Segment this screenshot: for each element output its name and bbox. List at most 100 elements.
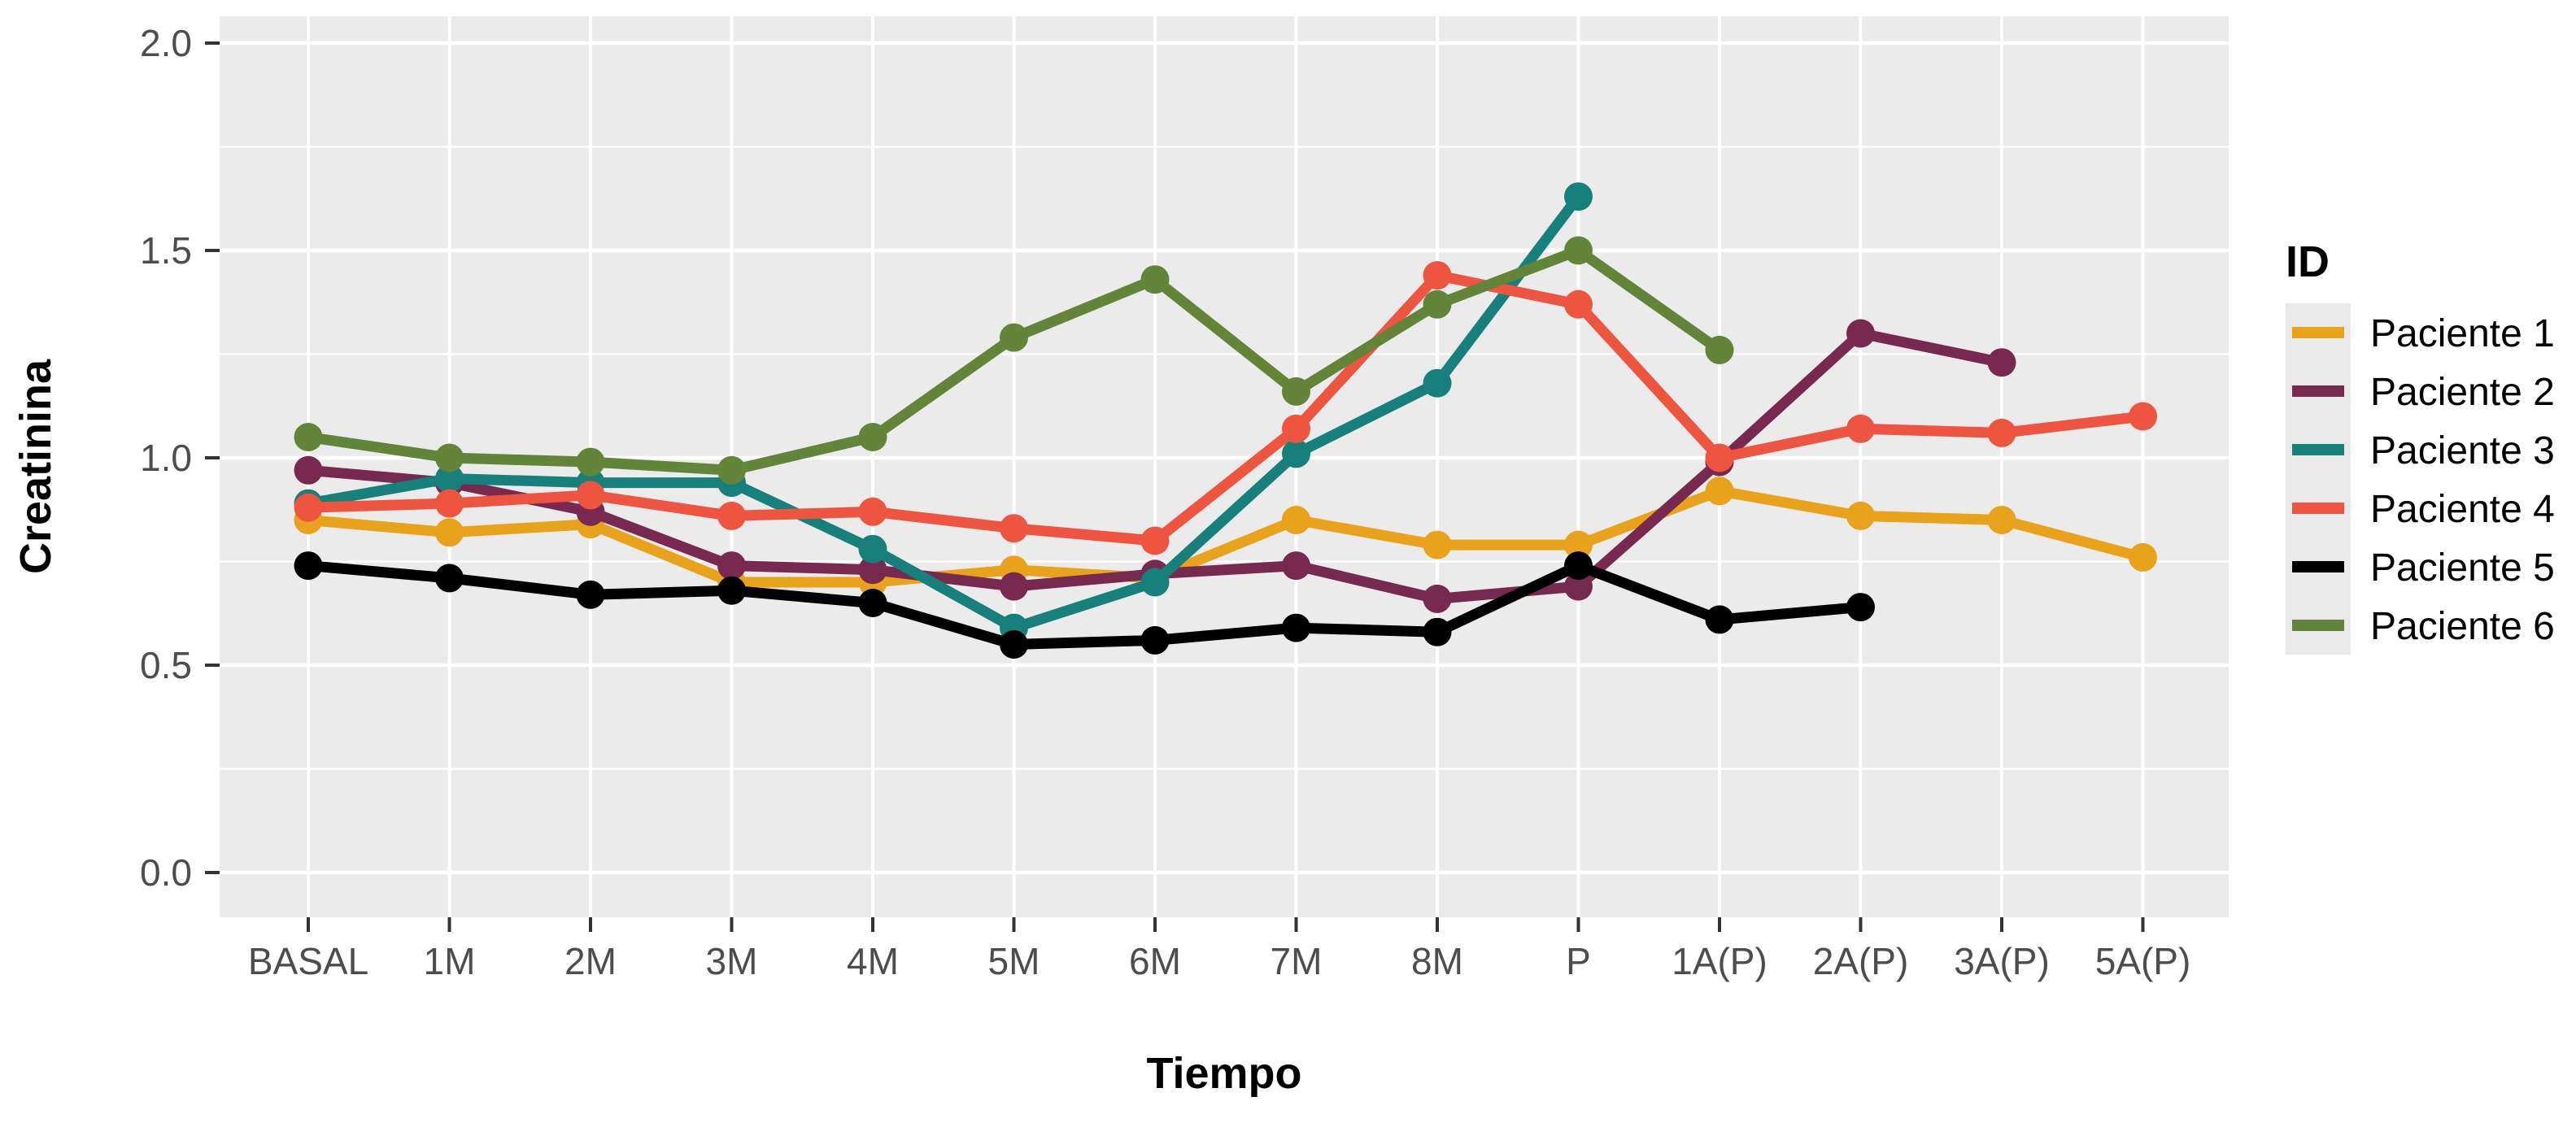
x-tick-label: 4M xyxy=(847,940,899,982)
data-point xyxy=(717,576,746,605)
legend-swatch xyxy=(2292,503,2344,514)
data-point xyxy=(1705,335,1734,364)
legend-entry-label: Paciente 1 xyxy=(2370,312,2555,355)
data-point xyxy=(1282,613,1310,642)
legend-entry-label: Paciente 6 xyxy=(2370,605,2555,648)
series-paciente-6 xyxy=(294,236,1734,485)
y-tick-label: 2.0 xyxy=(140,22,192,64)
data-point xyxy=(858,497,887,526)
data-point xyxy=(576,580,605,609)
x-axis-title: Tiempo xyxy=(1146,1049,1301,1098)
data-point xyxy=(435,564,464,593)
data-point xyxy=(1705,443,1734,472)
data-point xyxy=(717,455,746,485)
legend-title: ID xyxy=(2286,237,2330,286)
gridlines-minor xyxy=(220,146,2229,770)
series-paciente-5 xyxy=(294,551,1875,659)
data-point xyxy=(1987,348,2016,377)
data-point xyxy=(1846,593,1875,622)
data-point xyxy=(1282,439,1310,468)
data-point xyxy=(1564,289,1593,319)
data-point xyxy=(435,464,464,493)
data-point xyxy=(1423,289,1452,319)
x-tick-label: 8M xyxy=(1411,940,1463,982)
axis-ticks xyxy=(205,41,2145,932)
data-point xyxy=(1000,572,1028,601)
series-line xyxy=(303,270,2148,546)
legend-entry-paciente-1: Paciente 1 xyxy=(2286,303,2555,362)
data-point xyxy=(1846,501,1875,530)
data-point xyxy=(1000,514,1028,543)
data-point xyxy=(1140,568,1170,597)
data-point xyxy=(1000,630,1028,659)
legend-entry-label: Paciente 2 xyxy=(2370,371,2555,414)
data-point xyxy=(2129,402,2157,431)
series-line xyxy=(303,560,1866,650)
data-point xyxy=(1987,418,2016,447)
data-point xyxy=(2129,542,2157,572)
data-point xyxy=(435,518,464,547)
legend-entry-paciente-4: Paciente 4 xyxy=(2286,479,2555,538)
data-series xyxy=(294,182,2157,659)
x-tick-label: BASAL xyxy=(248,940,368,982)
data-point xyxy=(1987,506,2016,534)
data-point xyxy=(1140,625,1170,655)
data-point xyxy=(294,455,323,485)
legend-swatch xyxy=(2292,327,2344,338)
data-point xyxy=(858,555,887,585)
y-tick-label: 0.0 xyxy=(140,851,192,894)
data-point xyxy=(1564,530,1593,559)
legend-swatch xyxy=(2292,620,2344,631)
data-point xyxy=(1423,584,1452,613)
x-tick-label: 1A(P) xyxy=(1672,940,1767,982)
data-point xyxy=(858,589,887,617)
data-point xyxy=(858,423,887,451)
series-line xyxy=(303,191,1584,633)
data-point xyxy=(294,493,323,522)
y-tick-label: 0.5 xyxy=(140,644,192,686)
series-paciente-4 xyxy=(294,261,2157,555)
legend-entry-paciente-3: Paciente 3 xyxy=(2286,420,2555,479)
legend-swatch xyxy=(2292,444,2344,455)
data-point xyxy=(1000,323,1028,352)
data-point xyxy=(1423,530,1452,559)
data-point xyxy=(1423,261,1452,290)
y-axis-title: Creatinina xyxy=(11,359,60,574)
data-point xyxy=(717,551,746,581)
legend-entry-label: Paciente 4 xyxy=(2370,488,2555,531)
data-point xyxy=(858,534,887,564)
x-tick-label: 5A(P) xyxy=(2095,940,2191,982)
data-point xyxy=(1140,265,1170,294)
y-tick-label: 1.5 xyxy=(140,229,192,272)
legend-entry-label: Paciente 5 xyxy=(2370,546,2555,590)
data-point xyxy=(1140,526,1170,555)
plot-panel xyxy=(220,16,2229,917)
x-tick-label: 7M xyxy=(1271,940,1323,982)
data-point xyxy=(1705,605,1734,634)
data-point xyxy=(1423,368,1452,398)
x-tick-label: 6M xyxy=(1129,940,1181,982)
x-tick-label: 3M xyxy=(706,940,758,982)
data-point xyxy=(1282,414,1310,443)
series-line xyxy=(303,485,2148,588)
data-point xyxy=(1564,182,1593,211)
data-point xyxy=(1282,377,1310,406)
data-point xyxy=(1564,236,1593,265)
x-tick-label: 2M xyxy=(564,940,617,982)
data-point xyxy=(576,447,605,477)
x-tick-label: 3A(P) xyxy=(1954,940,2050,982)
x-tick-label: 5M xyxy=(988,940,1040,982)
legend-entry-label: Paciente 3 xyxy=(2370,429,2555,472)
x-tick-label: 1M xyxy=(424,940,476,982)
data-point xyxy=(1705,477,1734,506)
y-tick-label: 1.0 xyxy=(140,437,192,479)
legend-entry-paciente-5: Paciente 5 xyxy=(2286,538,2555,596)
data-point xyxy=(576,481,605,510)
data-point xyxy=(1846,414,1875,443)
data-point xyxy=(294,423,323,451)
x-tick-label: 2A(P) xyxy=(1813,940,1909,982)
data-point xyxy=(294,551,323,581)
legend: ID Paciente 1 Paciente 2 Paciente 3 Pacient… xyxy=(2286,237,2555,655)
